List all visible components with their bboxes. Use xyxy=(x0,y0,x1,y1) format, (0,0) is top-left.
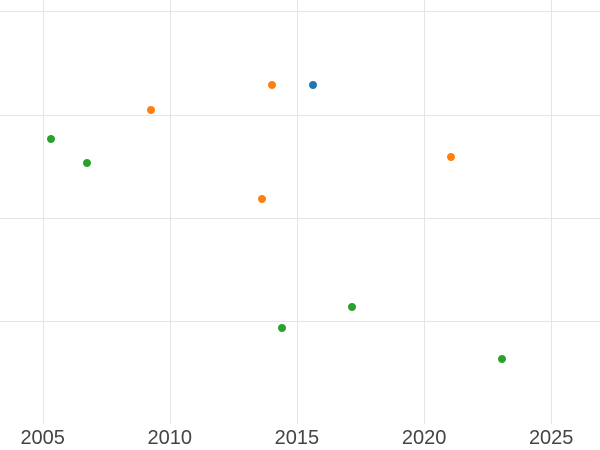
x-tick-label: 2010 xyxy=(147,427,193,449)
orange-series-point xyxy=(257,195,266,204)
x-tick-label: 2015 xyxy=(274,427,320,449)
y-gridline xyxy=(0,217,600,219)
orange-series-point xyxy=(268,80,276,89)
orange-series-point xyxy=(146,106,155,115)
green-series-point xyxy=(82,159,91,167)
x-tick-label: 2025 xyxy=(528,427,574,449)
x-tick-label: 2020 xyxy=(401,427,447,449)
x-gridline xyxy=(551,0,553,424)
y-gridline xyxy=(0,114,600,116)
x-gridline xyxy=(169,0,171,424)
x-tick-label: 2005 xyxy=(20,427,65,449)
x-axis: 2005 2010 2015 2020 2025 xyxy=(0,424,600,450)
y-gridline xyxy=(0,11,600,13)
plot-area xyxy=(0,0,600,424)
green-series-point xyxy=(47,135,56,144)
x-gridline xyxy=(42,0,44,424)
x-gridline xyxy=(424,0,426,424)
y-gridline xyxy=(0,320,600,322)
green-series-point xyxy=(498,355,507,363)
blue-series-point xyxy=(309,80,318,89)
x-gridline xyxy=(296,0,298,424)
orange-series-point xyxy=(446,152,455,161)
green-series-point xyxy=(347,303,356,312)
green-series-point xyxy=(277,324,286,333)
